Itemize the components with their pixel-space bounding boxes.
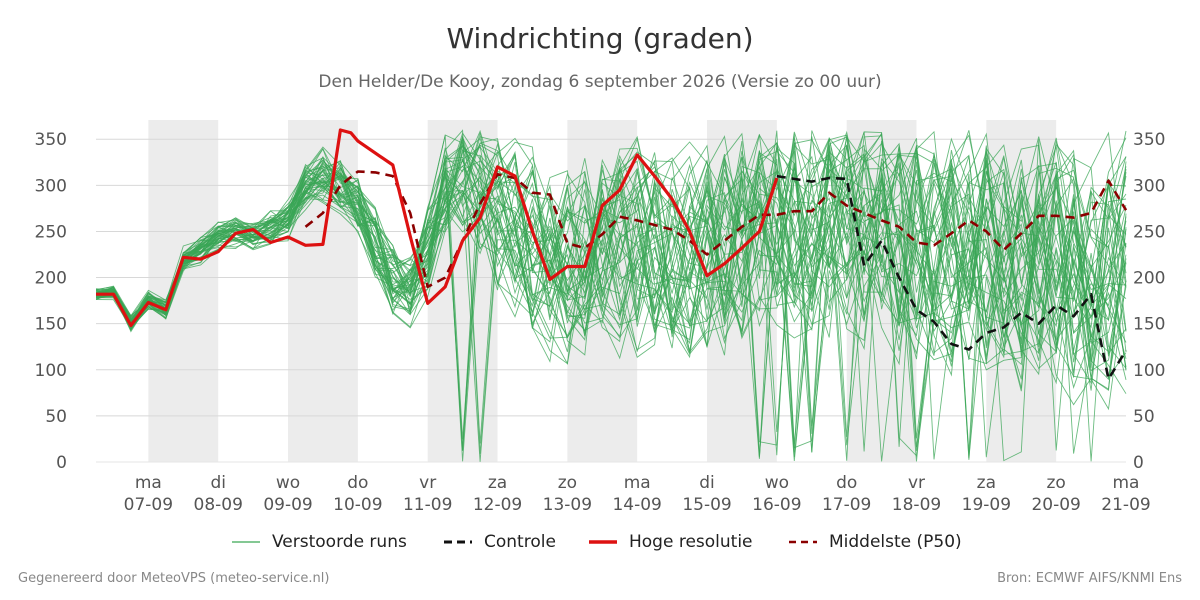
legend-label: Verstoorde runs: [272, 532, 407, 552]
series-line-hoge-resolutie: [96, 128, 779, 328]
legend-item-high-resolution: Hoge resolutie: [589, 529, 753, 555]
y-tick-label: 300: [35, 176, 67, 196]
y-tick-label: 200: [35, 269, 67, 289]
y-tick-label: 250: [1133, 222, 1165, 242]
x-tick-weekday: do: [347, 473, 368, 493]
x-tick-date: 07-09: [124, 495, 173, 515]
ensemble-member-line: [96, 145, 1127, 462]
legend-label: Middelste (P50): [829, 532, 962, 552]
x-tick-date: 08-09: [194, 495, 243, 515]
footer-generator-credit: Gegenereerd door MeteoVPS (meteo-service…: [18, 571, 330, 586]
thick-line-swatch: [589, 540, 617, 544]
legend-label: Controle: [484, 532, 556, 552]
x-axis: ma07-09di08-09wo09-09do10-09vr11-09za12-…: [124, 473, 1151, 515]
ensemble-member-line: [96, 145, 1127, 328]
x-tick-weekday: do: [836, 473, 857, 493]
thin-line-swatch: [232, 541, 260, 543]
x-tick-weekday: zo: [1047, 473, 1066, 493]
ensemble-member-line: [96, 138, 1127, 439]
x-tick-date: 19-09: [962, 495, 1011, 515]
y-tick-label: 150: [35, 315, 67, 335]
chart-subtitle: Den Helder/De Kooy, zondag 6 september 2…: [318, 72, 882, 92]
x-tick-weekday: ma: [624, 473, 651, 493]
y-tick-label: 100: [1133, 361, 1165, 381]
footer-data-source: Bron: ECMWF AIFS/KNMI Ens: [997, 571, 1182, 586]
y-tick-label: 200: [1133, 269, 1165, 289]
x-tick-weekday: vr: [908, 473, 925, 493]
x-tick-date: 11-09: [403, 495, 452, 515]
x-tick-date: 09-09: [263, 495, 312, 515]
x-tick-date: 12-09: [473, 495, 522, 515]
weekend-band: [148, 120, 219, 462]
series-line-controle: [776, 174, 1128, 381]
x-tick-weekday: vr: [419, 473, 436, 493]
y-tick-label: 150: [1133, 315, 1165, 335]
x-tick-date: 13-09: [543, 495, 592, 515]
ensemble-member-line: [96, 137, 1127, 446]
legend-item-perturbed-runs: Verstoorde runs: [232, 529, 407, 555]
x-tick-weekday: ma: [135, 473, 162, 493]
y-tick-label: 0: [1133, 453, 1144, 473]
dashed-line-swatch: [444, 540, 472, 544]
y-tick-label: 50: [45, 407, 67, 427]
x-tick-date: 17-09: [822, 495, 871, 515]
dashed-line-swatch: [789, 540, 817, 544]
ensemble-member-line: [96, 144, 1127, 449]
y-tick-label: 50: [1133, 407, 1155, 427]
ensemble-member-line: [96, 135, 1127, 458]
x-tick-date: 10-09: [333, 495, 382, 515]
plot-area: [96, 128, 1128, 462]
y-tick-label: 100: [35, 361, 67, 381]
y-tick-label: 350: [35, 130, 67, 150]
ensemble-member-line: [96, 131, 1127, 460]
x-tick-date: 21-09: [1101, 495, 1150, 515]
ensemble-member-line: [96, 154, 1127, 451]
x-tick-weekday: za: [977, 473, 996, 493]
x-tick-date: 18-09: [892, 495, 941, 515]
legend-item-median: Middelste (P50): [789, 529, 962, 555]
legend: Verstoorde runs Controle Hoge resolutie …: [0, 529, 1200, 555]
y-tick-label: 350: [1133, 130, 1165, 150]
chart-title: Windrichting (graden): [446, 22, 754, 55]
legend-label: Hoge resolutie: [629, 532, 753, 552]
wind-direction-chart: 0 50 100 150 200 250 300 350 0 50 100 150 200 250 300…: [35, 120, 1165, 515]
y-axis-left: 0 50 100 150 200 250 300 350: [35, 130, 67, 473]
x-tick-weekday: wo: [765, 473, 789, 493]
series-line-middelste-p50: [304, 170, 1128, 289]
ensemble-member-line: [96, 134, 1127, 462]
x-tick-weekday: za: [488, 473, 507, 493]
y-tick-label: 0: [56, 453, 67, 473]
x-tick-date: 16-09: [752, 495, 801, 515]
y-axis-right: 0 50 100 150 200 250 300 350: [1133, 130, 1165, 473]
y-tick-label: 300: [1133, 176, 1165, 196]
x-tick-weekday: di: [210, 473, 226, 493]
x-tick-date: 14-09: [612, 495, 661, 515]
y-tick-label: 250: [35, 222, 67, 242]
x-tick-weekday: wo: [276, 473, 300, 493]
x-tick-date: 20-09: [1031, 495, 1080, 515]
x-tick-date: 15-09: [682, 495, 731, 515]
x-tick-weekday: di: [699, 473, 715, 493]
legend-item-control: Controle: [444, 529, 556, 555]
x-tick-weekday: ma: [1113, 473, 1140, 493]
x-tick-weekday: zo: [558, 473, 577, 493]
ensemble-member-line: [96, 136, 1127, 361]
